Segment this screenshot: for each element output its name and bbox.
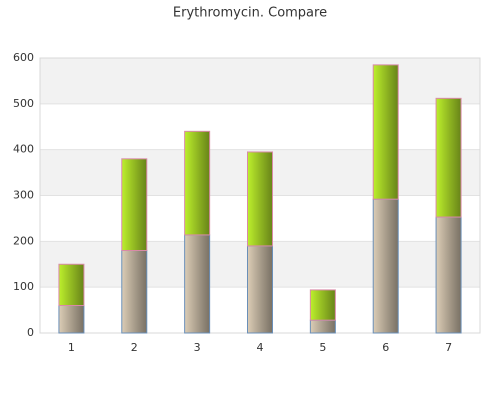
bar-segment	[121, 158, 148, 251]
bar-segment	[372, 198, 399, 334]
y-tick-label: 600	[13, 51, 34, 64]
bar-segment	[184, 234, 211, 334]
bar-segment	[58, 305, 85, 334]
bar-segment	[58, 263, 85, 306]
grid-band	[40, 58, 480, 104]
bar-segment	[247, 245, 273, 334]
y-tick-label: 0	[27, 326, 34, 339]
x-tick-label: 4	[257, 341, 264, 354]
x-tick-label: 7	[445, 341, 452, 354]
x-tick-label: 6	[382, 341, 389, 354]
bar-segment	[435, 97, 462, 218]
x-tick-label: 5	[319, 341, 326, 354]
x-tick-label: 3	[194, 341, 201, 354]
chart-title: Erythromycin. Compare	[173, 6, 327, 21]
y-tick-label: 400	[13, 143, 34, 156]
y-tick-label: 100	[13, 280, 34, 293]
bar-segment	[184, 130, 211, 236]
bar-segment	[435, 216, 462, 334]
bar-segment	[121, 250, 148, 334]
bar-segment	[372, 64, 399, 200]
bar-segment	[309, 289, 336, 321]
y-tick-label: 500	[13, 97, 34, 110]
x-tick-label: 1	[68, 341, 75, 354]
bar-segment	[309, 319, 336, 334]
bar-segment	[247, 151, 273, 247]
y-tick-label: 200	[13, 234, 34, 247]
y-tick-label: 300	[13, 189, 34, 202]
x-tick-label: 2	[131, 341, 138, 354]
